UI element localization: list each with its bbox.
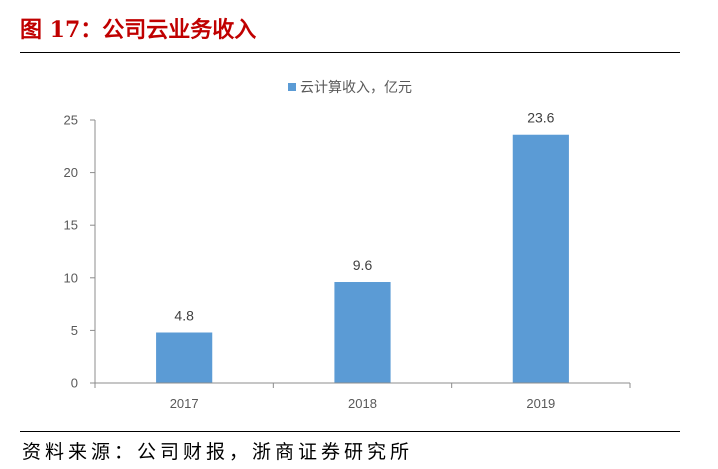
- source-note: 资料来源：公司财报，浙商证券研究所: [22, 441, 414, 463]
- bar-2019: [512, 134, 569, 383]
- y-tick-label: 20: [64, 165, 78, 180]
- x-tick-label-2017: 2017: [170, 396, 199, 411]
- bar-2017: [156, 332, 213, 383]
- y-tick-label: 0: [71, 376, 78, 391]
- figure-title: 图 17：公司云业务收入: [20, 17, 257, 43]
- y-tick-label: 10: [64, 270, 78, 285]
- bar-chart: 云计算收入，亿元 0 5 10 15 20 25 4.8 2017 9.6 2018 23.6 2019: [64, 80, 631, 411]
- legend-swatch: [288, 83, 296, 91]
- footer-rule: [20, 431, 680, 432]
- bar-2018: [334, 282, 391, 383]
- data-label-2017: 4.8: [174, 308, 194, 324]
- y-tick-label: 15: [64, 218, 78, 233]
- y-tick-label: 25: [64, 113, 78, 128]
- legend: 云计算收入，亿元: [288, 80, 412, 96]
- data-label-2019: 23.6: [527, 110, 554, 126]
- x-tick-label-2018: 2018: [348, 396, 377, 411]
- y-tick-label: 5: [71, 323, 78, 338]
- x-tick-label-2019: 2019: [526, 396, 555, 411]
- header-rule: [20, 52, 680, 53]
- legend-label: 云计算收入，亿元: [300, 80, 412, 96]
- data-label-2018: 9.6: [353, 257, 373, 273]
